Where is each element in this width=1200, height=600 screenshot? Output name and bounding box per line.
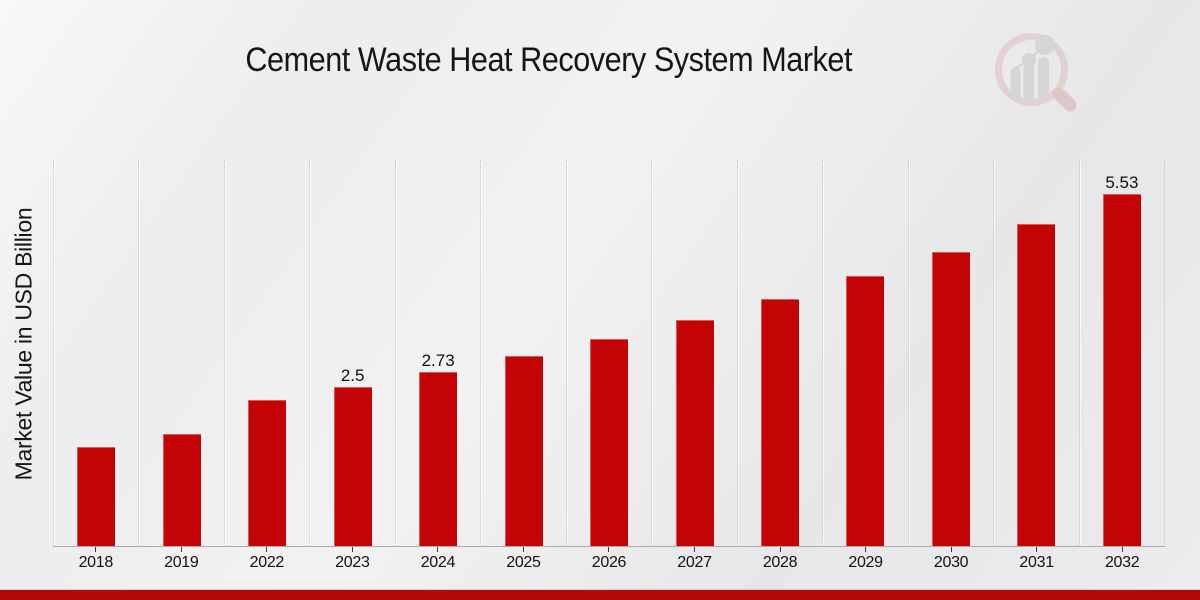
bar-2027 — [675, 319, 714, 546]
x-axis-tick-label-2025: 2025 — [506, 554, 541, 571]
x-axis-tick — [1121, 547, 1123, 552]
x-axis-tick — [95, 547, 97, 552]
x-axis-tick-label-2026: 2026 — [591, 554, 627, 571]
bar-2018 — [77, 447, 116, 546]
bar-slot-2031 — [993, 160, 1078, 546]
bar-2024 — [419, 372, 458, 546]
x-axis-slot-2025: 2025 — [481, 547, 567, 572]
bar-slot-2028 — [736, 160, 822, 546]
bar-2026 — [590, 338, 629, 546]
x-axis-tick — [608, 547, 610, 552]
bar-slot-2025 — [480, 160, 565, 546]
x-axis-tick-label-2030: 2030 — [933, 554, 969, 571]
y-axis-label: Market Value in USD Billion — [10, 207, 37, 481]
x-axis-tick-label-2023: 2023 — [335, 554, 370, 571]
x-axis-tick — [865, 547, 867, 552]
x-axis-tick — [266, 547, 268, 552]
bar-slot-2022 — [223, 160, 309, 546]
x-axis-tick — [522, 547, 524, 552]
bar-slot-2019 — [138, 160, 223, 546]
x-axis-tick-label-2022: 2022 — [249, 554, 285, 571]
x-axis-tick — [950, 547, 952, 552]
bar-slot-2030 — [907, 160, 993, 546]
bar-value-label-2024: 2.73 — [421, 351, 455, 371]
x-axis-tick — [693, 547, 695, 552]
bar-slot-2027 — [651, 160, 736, 546]
x-axis-slot-2028: 2028 — [737, 547, 823, 572]
plot-row: 2.5 2.73 5.53 — [53, 160, 1166, 547]
bar-2031 — [1017, 224, 1056, 546]
x-axis-tick-label-2028: 2028 — [762, 554, 798, 571]
x-axis-tick-label-2029: 2029 — [848, 554, 883, 571]
bar-2019 — [162, 434, 201, 546]
x-axis-tick — [437, 547, 439, 552]
bar-slot-2026 — [565, 160, 651, 546]
x-axis-tick-label-2031: 2031 — [1019, 554, 1054, 571]
bar-slot-2018 — [53, 160, 138, 546]
bar-slot-2032: 5.53 — [1078, 160, 1166, 546]
bar-value-label-2023: 2.5 — [340, 366, 365, 385]
bar-value-label-2032: 5.53 — [1105, 173, 1139, 193]
bar-chart: 2.5 2.73 5.53 2018 2019 2022 2023 2024 2025 2026… — [53, 160, 1166, 572]
x-axis-slot-2018: 2018 — [53, 547, 139, 572]
bar-2029 — [846, 276, 885, 546]
bar-2023 — [333, 387, 372, 546]
bar-slot-2024: 2.73 — [394, 160, 480, 546]
x-axis-slot-2019: 2019 — [139, 547, 225, 572]
bar-2028 — [760, 298, 799, 546]
x-axis-slot-2029: 2029 — [823, 547, 909, 572]
magnifier-bar-chart-watermark-icon — [995, 33, 1077, 112]
bar-2030 — [931, 251, 970, 546]
bar-slot-2029 — [822, 160, 907, 546]
x-axis-tick-label-2032: 2032 — [1104, 554, 1140, 571]
x-axis-slot-2027: 2027 — [652, 547, 738, 572]
bar-2025 — [504, 355, 543, 546]
bar-slot-2023: 2.5 — [309, 160, 394, 546]
x-axis-slot-2023: 2023 — [310, 547, 396, 572]
x-axis-tick-label-2027: 2027 — [677, 554, 712, 571]
x-axis-slot-2026: 2026 — [566, 547, 652, 572]
x-axis-tick-label-2018: 2018 — [78, 554, 114, 571]
x-axis-tick — [351, 547, 353, 552]
chart-title: Cement Waste Heat Recovery System Market — [245, 41, 853, 79]
bar-2032 — [1102, 194, 1141, 546]
x-axis-tick — [779, 547, 781, 552]
x-axis-tick-label-2024: 2024 — [420, 554, 456, 571]
x-axis-slot-2031: 2031 — [994, 547, 1080, 572]
x-axis-tick-label-2019: 2019 — [164, 554, 199, 571]
x-axis-slot-2024: 2024 — [395, 547, 481, 572]
x-axis-slot-2032: 2032 — [1079, 547, 1165, 572]
x-axis-slot-2022: 2022 — [224, 547, 310, 572]
x-axis-tick — [1036, 547, 1038, 552]
bar-2022 — [248, 400, 287, 546]
x-axis-slot-2030: 2030 — [908, 547, 994, 572]
x-axis-tick — [180, 547, 182, 552]
footer-accent-bar — [0, 589, 1200, 600]
x-axis-row: 2018 2019 2022 2023 2024 2025 2026 2027 2028 2029… — [53, 547, 1165, 572]
